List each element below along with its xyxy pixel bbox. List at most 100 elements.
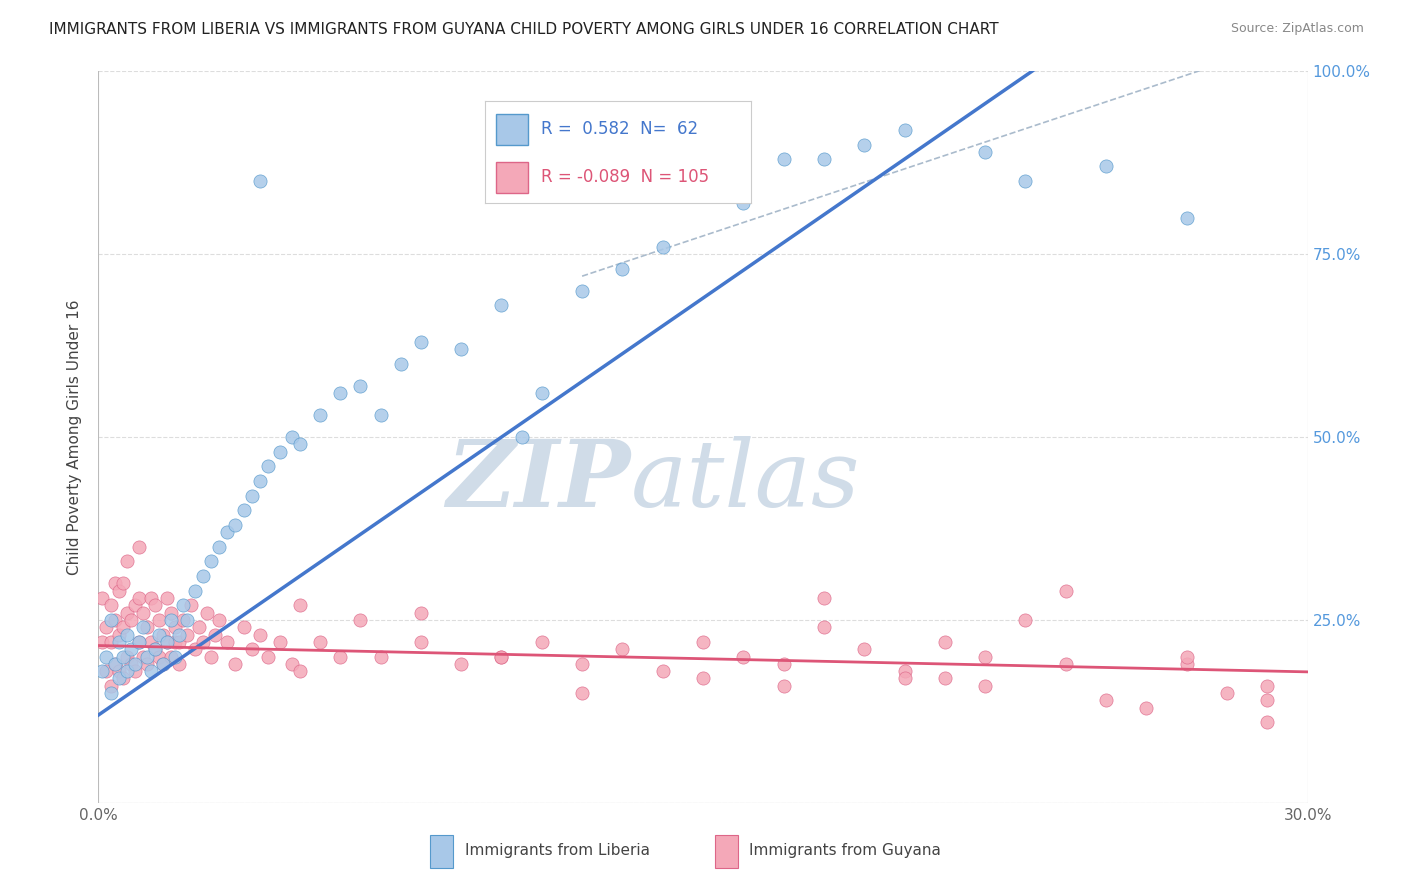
Point: [510, 430, 533, 444]
Point: [148, 627, 170, 641]
Point: [135, 649, 157, 664]
Point: [571, 686, 593, 700]
Point: [409, 606, 432, 620]
Point: [160, 649, 183, 664]
Point: [135, 620, 157, 634]
Point: [224, 517, 246, 532]
Point: [176, 627, 198, 641]
Point: [167, 627, 190, 641]
Point: [172, 599, 194, 613]
Point: [934, 635, 956, 649]
Point: [571, 657, 593, 671]
Point: [349, 379, 371, 393]
Point: [111, 620, 134, 634]
Text: atlas: atlas: [630, 436, 860, 526]
Point: [370, 649, 392, 664]
Point: [692, 167, 714, 181]
Point: [167, 635, 190, 649]
Point: [1135, 700, 1157, 714]
Point: [160, 606, 183, 620]
Point: [409, 334, 432, 349]
Point: [195, 606, 218, 620]
Point: [612, 261, 634, 276]
Point: [974, 679, 997, 693]
Point: [409, 635, 432, 649]
Point: [176, 613, 198, 627]
Point: [853, 137, 876, 152]
Point: [184, 642, 207, 657]
Point: [612, 642, 634, 657]
Point: [91, 635, 114, 649]
Point: [100, 613, 122, 627]
Point: [124, 657, 146, 671]
Point: [188, 620, 211, 634]
Point: [132, 620, 155, 634]
Point: [249, 474, 271, 488]
Point: [103, 576, 125, 591]
Point: [193, 569, 215, 583]
Point: [974, 649, 997, 664]
Point: [1095, 693, 1118, 707]
Point: [107, 635, 129, 649]
Point: [107, 672, 129, 686]
Point: [152, 627, 174, 641]
Point: [772, 657, 794, 671]
Text: IMMIGRANTS FROM LIBERIA VS IMMIGRANTS FROM GUYANA CHILD POVERTY AMONG GIRLS UNDE: IMMIGRANTS FROM LIBERIA VS IMMIGRANTS FR…: [49, 22, 998, 37]
Point: [103, 613, 125, 627]
Point: [200, 649, 222, 664]
Point: [180, 599, 202, 613]
Point: [329, 386, 352, 401]
Point: [813, 620, 835, 634]
Point: [232, 620, 254, 634]
Point: [733, 649, 755, 664]
Point: [1216, 686, 1239, 700]
Point: [96, 649, 118, 664]
Point: [571, 284, 593, 298]
Point: [1054, 583, 1077, 598]
Point: [115, 554, 138, 568]
Point: [172, 613, 194, 627]
Point: [1014, 174, 1036, 188]
Point: [733, 196, 755, 211]
Point: [152, 657, 174, 671]
Point: [111, 649, 134, 664]
Point: [91, 591, 114, 605]
Point: [204, 627, 226, 641]
Point: [124, 599, 146, 613]
Point: [167, 657, 190, 671]
Point: [288, 437, 311, 451]
Point: [184, 583, 207, 598]
Point: [152, 657, 174, 671]
Point: [1256, 715, 1278, 730]
Point: [111, 672, 134, 686]
Point: [139, 664, 162, 678]
Point: [200, 554, 222, 568]
Point: [156, 635, 179, 649]
Point: [135, 657, 157, 671]
Point: [450, 657, 472, 671]
Point: [208, 613, 231, 627]
Point: [269, 635, 291, 649]
Point: [132, 649, 155, 664]
Point: [100, 686, 122, 700]
Point: [1014, 613, 1036, 627]
Point: [1256, 693, 1278, 707]
Point: [139, 591, 162, 605]
Point: [370, 408, 392, 422]
Point: [530, 635, 553, 649]
Point: [692, 635, 714, 649]
Point: [208, 540, 231, 554]
Point: [772, 679, 794, 693]
Point: [249, 174, 271, 188]
Point: [893, 672, 915, 686]
Point: [1095, 160, 1118, 174]
Point: [491, 298, 513, 312]
Point: [232, 503, 254, 517]
Point: [160, 613, 183, 627]
Point: [103, 657, 125, 671]
Point: [120, 642, 142, 657]
Point: [217, 525, 239, 540]
Point: [349, 613, 371, 627]
Point: [249, 627, 271, 641]
Point: [813, 152, 835, 166]
